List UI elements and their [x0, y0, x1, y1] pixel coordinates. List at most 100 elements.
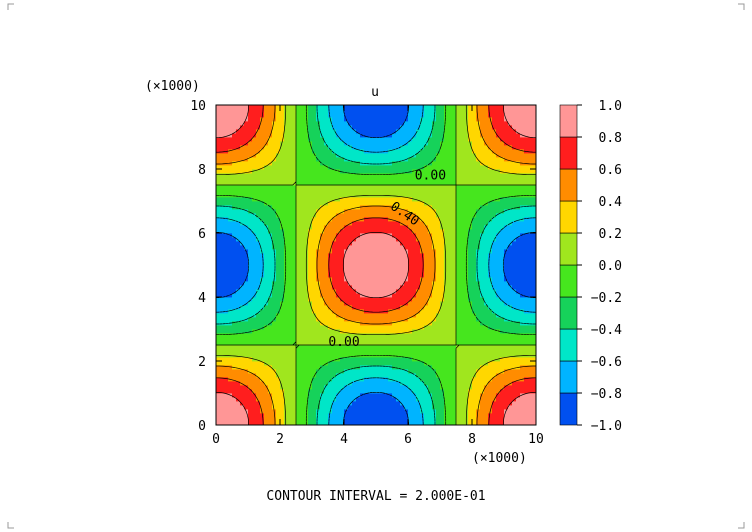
- contour-cell: [412, 213, 417, 218]
- contour-cell: [436, 257, 441, 262]
- contour-cell: [432, 169, 437, 174]
- contour-cell: [224, 185, 229, 190]
- contour-cell: [260, 125, 265, 130]
- contour-cell: [328, 237, 333, 242]
- contour-cell: [300, 381, 305, 386]
- contour-cell: [364, 213, 369, 218]
- contour-cell: [284, 221, 289, 226]
- contour-cell: [232, 277, 237, 282]
- contour-cell: [436, 417, 441, 422]
- contour-cell: [348, 305, 353, 310]
- contour-cell: [232, 381, 237, 386]
- contour-cell: [324, 113, 329, 118]
- contour-cell: [396, 265, 401, 270]
- contour-cell: [268, 309, 273, 314]
- contour-cell: [316, 153, 321, 158]
- contour-cell: [256, 345, 261, 350]
- contour-cell: [440, 245, 445, 250]
- contour-cell: [272, 237, 277, 242]
- contour-cell: [344, 297, 349, 302]
- contour-cell: [444, 277, 449, 282]
- contour-cell: [300, 261, 305, 266]
- contour-cell: [408, 381, 413, 386]
- contour-cell: [444, 133, 449, 138]
- contour-cell: [312, 365, 317, 370]
- contour-cell: [220, 265, 225, 270]
- contour-cell: [396, 373, 401, 378]
- contour-cell: [404, 285, 409, 290]
- contour-cell: [424, 265, 429, 270]
- contour-cell: [220, 277, 225, 282]
- contour-cell: [404, 185, 409, 190]
- contour-cell: [332, 309, 337, 314]
- contour-cell: [384, 301, 389, 306]
- contour-cell: [260, 361, 265, 366]
- contour-cell: [348, 289, 353, 294]
- contour-cell: [220, 389, 225, 394]
- contour-cell: [440, 269, 445, 274]
- contour-cell: [420, 317, 425, 322]
- contour-cell: [320, 109, 325, 114]
- contour-cell: [304, 301, 309, 306]
- contour-cell: [344, 209, 349, 214]
- contour-cell: [348, 145, 353, 150]
- contour-cell: [340, 141, 345, 146]
- contour-cell: [284, 305, 289, 310]
- contour-cell: [228, 265, 233, 270]
- contour-cell: [276, 197, 281, 202]
- contour-cell: [296, 325, 301, 330]
- contour-cell: [224, 409, 229, 414]
- contour-cell: [284, 405, 289, 410]
- contour-cell: [396, 229, 401, 234]
- contour-cell: [352, 277, 357, 282]
- contour-cell: [336, 153, 341, 158]
- contour-cell: [304, 329, 309, 334]
- contour-cell: [312, 369, 317, 374]
- contour-cell: [332, 289, 337, 294]
- contour-cell: [244, 181, 249, 186]
- contour-cell: [280, 357, 285, 362]
- contour-cell: [424, 193, 429, 198]
- contour-cell: [260, 301, 265, 306]
- contour-cell: [400, 201, 405, 206]
- contour-cell: [252, 325, 257, 330]
- contour-cell: [304, 241, 309, 246]
- contour-cell: [328, 137, 333, 142]
- contour-cell: [316, 309, 321, 314]
- contour-cell: [236, 145, 241, 150]
- contour-cell: [356, 149, 361, 154]
- contour-cell: [308, 361, 313, 366]
- contour-cell: [232, 317, 237, 322]
- contour-cell: [248, 317, 253, 322]
- contour-cell: [296, 373, 301, 378]
- contour-cell: [256, 169, 261, 174]
- contour-cell: [408, 125, 413, 130]
- contour-cell: [352, 245, 357, 250]
- contour-cell: [248, 381, 253, 386]
- contour-cell: [244, 141, 249, 146]
- contour-cell: [324, 289, 329, 294]
- contour-cell: [420, 189, 425, 194]
- contour-cell: [324, 357, 329, 362]
- contour-cell: [368, 289, 373, 294]
- contour-cell: [316, 133, 321, 138]
- contour-cell: [408, 341, 413, 346]
- contour-cell: [272, 229, 277, 234]
- contour-cell: [396, 261, 401, 266]
- contour-cell: [332, 301, 337, 306]
- contour-cell: [252, 389, 257, 394]
- contour-cell: [312, 325, 317, 330]
- contour-cell: [328, 121, 333, 126]
- contour-cell: [220, 145, 225, 150]
- contour-cell: [300, 321, 305, 326]
- contour-cell: [320, 209, 325, 214]
- contour-cell: [396, 129, 401, 134]
- contour-cell: [444, 201, 449, 206]
- contour-cell: [436, 405, 441, 410]
- contour-cell: [432, 141, 437, 146]
- contour-cell: [416, 337, 421, 342]
- contour-cell: [452, 373, 457, 378]
- contour-cell: [456, 365, 461, 370]
- contour-cell: [368, 257, 373, 262]
- contour-cell: [340, 149, 345, 154]
